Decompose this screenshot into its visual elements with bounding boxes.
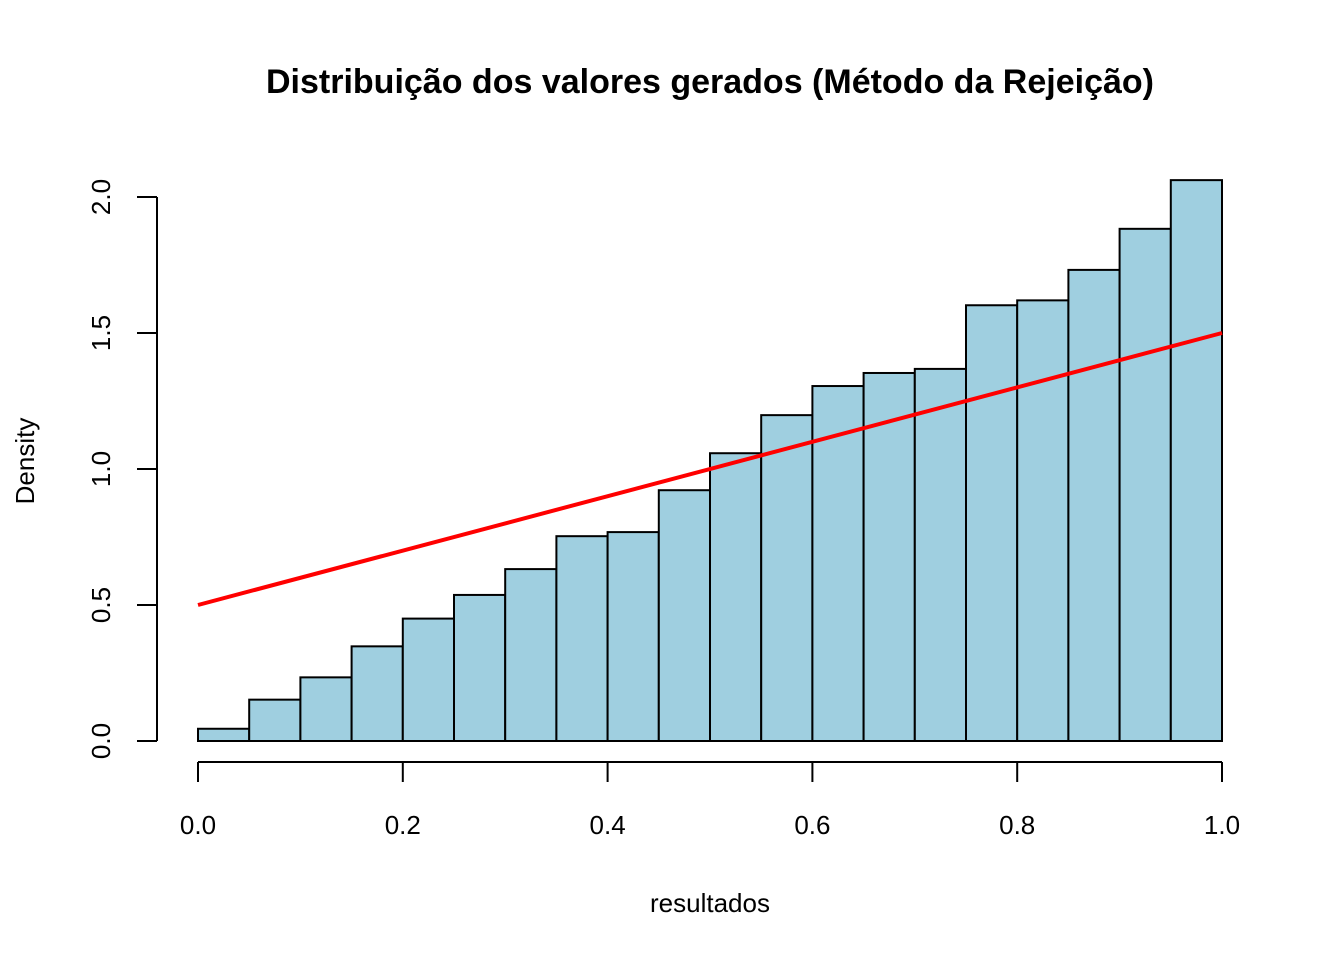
y-tick-label-4: 2.0 xyxy=(86,179,116,215)
histogram-bar-14 xyxy=(915,369,966,741)
x-tick-label-5: 1.0 xyxy=(1204,810,1240,840)
x-tick-label-3: 0.6 xyxy=(794,810,830,840)
x-tick-label-4: 0.8 xyxy=(999,810,1035,840)
histogram-bar-18 xyxy=(1120,229,1171,741)
histogram-bar-2 xyxy=(300,677,351,741)
y-axis: 0.0 0.5 1.0 1.5 2.0 xyxy=(86,179,157,759)
x-axis: 0.0 0.2 0.4 0.6 0.8 1.0 xyxy=(180,762,1240,840)
y-tick-label-3: 1.5 xyxy=(86,315,116,351)
chart-title: Distribuição dos valores gerados (Método… xyxy=(266,63,1154,101)
histogram-bar-0 xyxy=(198,729,249,741)
histogram-bar-17 xyxy=(1068,270,1119,741)
histogram-bar-5 xyxy=(454,595,505,741)
histogram-bar-4 xyxy=(403,619,454,741)
histogram-bar-15 xyxy=(966,305,1017,741)
histogram-bar-8 xyxy=(608,532,659,741)
x-tick-label-0: 0.0 xyxy=(180,810,216,840)
histogram-bar-9 xyxy=(659,490,710,741)
x-tick-label-1: 0.2 xyxy=(385,810,421,840)
y-tick-label-0: 0.0 xyxy=(86,723,116,759)
y-tick-label-1: 0.5 xyxy=(86,587,116,623)
histogram-bar-19 xyxy=(1171,180,1222,741)
histogram-bar-6 xyxy=(505,569,556,741)
y-axis-label: Density xyxy=(10,418,40,505)
histogram-bar-1 xyxy=(249,700,300,741)
histogram-bar-7 xyxy=(556,536,607,741)
histogram-bar-10 xyxy=(710,453,761,741)
x-axis-label: resultados xyxy=(650,888,770,918)
histogram-bar-11 xyxy=(761,415,812,741)
histogram-bars xyxy=(198,180,1222,741)
histogram-bar-3 xyxy=(352,646,403,741)
histogram-bar-16 xyxy=(1017,300,1068,741)
y-tick-label-2: 1.0 xyxy=(86,451,116,487)
x-tick-label-2: 0.4 xyxy=(590,810,626,840)
